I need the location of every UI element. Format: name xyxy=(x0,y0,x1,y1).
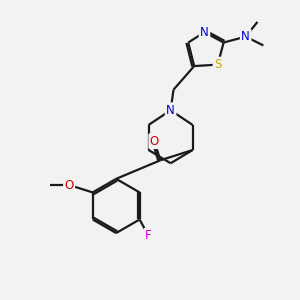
Text: O: O xyxy=(150,135,159,148)
Text: F: F xyxy=(145,229,152,242)
Text: N: N xyxy=(166,104,175,117)
Text: N: N xyxy=(200,26,209,39)
Text: O: O xyxy=(64,178,74,191)
Text: S: S xyxy=(214,58,221,71)
Text: N: N xyxy=(241,30,250,43)
